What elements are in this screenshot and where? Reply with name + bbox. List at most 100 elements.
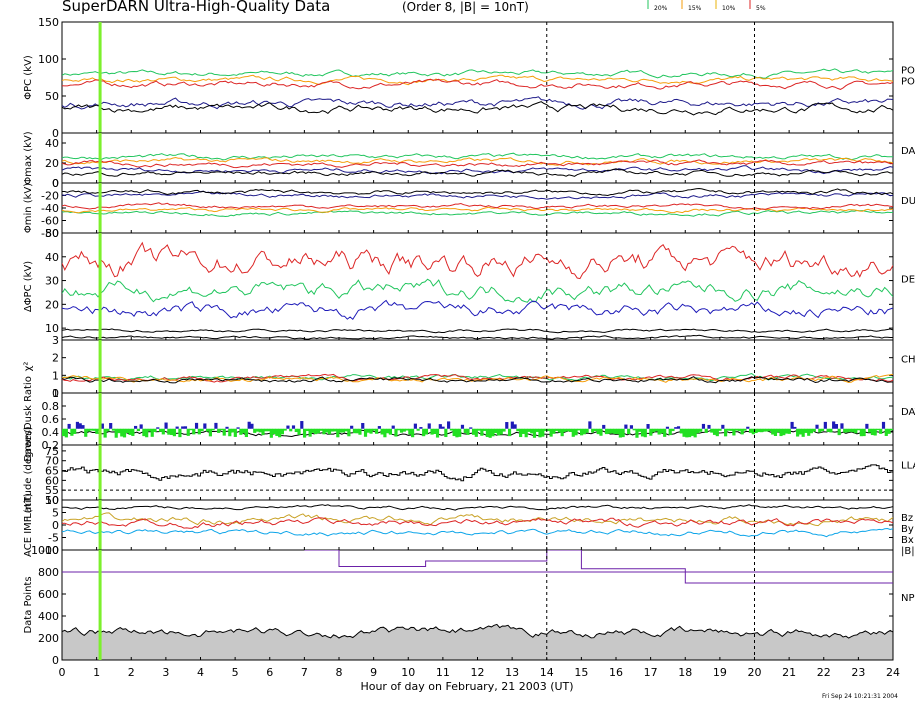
- ratio-bar: [696, 428, 700, 434]
- ratio-bar: [740, 428, 744, 435]
- ratio-bar: [114, 428, 118, 438]
- ratio-bar: [845, 428, 850, 433]
- x-tick-label: 21: [782, 666, 796, 679]
- ratio-bar: [599, 428, 603, 436]
- ratio-bar: [73, 428, 77, 434]
- ratio-bar: [383, 428, 387, 438]
- ratio-bar: [724, 428, 728, 437]
- x-axis: 0 1 2 3 4 5 6 7 8 9 10 11 12 13 14 15 16 17 18 19 20 21 22 23 24: [59, 666, 901, 679]
- x-tick-label: 23: [851, 666, 865, 679]
- ratio-bar: [779, 428, 783, 437]
- ratio-bar: [103, 428, 107, 438]
- ratio-bar: [676, 426, 681, 429]
- ratio-bar: [610, 428, 614, 434]
- ratio-bar: [818, 428, 822, 433]
- series-line: [62, 101, 893, 116]
- panel-frame: [61, 392, 894, 446]
- ratio-bar: [596, 428, 600, 435]
- series-line: [62, 278, 893, 303]
- ratio-bar: [64, 428, 68, 438]
- y-tick-label: 10: [45, 494, 59, 507]
- ratio-bar: [829, 428, 833, 433]
- ratio-bar: [879, 428, 883, 434]
- ratio-bar: [70, 428, 74, 436]
- ratio-bar: [203, 423, 207, 429]
- x-tick-label: 3: [162, 666, 169, 679]
- ratio-bar: [735, 428, 739, 431]
- y-tick-label: 0.8: [42, 400, 60, 413]
- ratio-bar: [856, 428, 861, 431]
- ratio-bar: [242, 428, 246, 434]
- ratio-bar: [588, 421, 592, 429]
- ratio-bar: [884, 428, 888, 436]
- y-axis-label: ACE IMF (nT): [23, 493, 34, 557]
- ratio-bar: [399, 428, 404, 433]
- ratio-bar: [449, 428, 453, 431]
- np-line: [304, 550, 893, 584]
- ratio-bar: [510, 421, 514, 429]
- ratio-bar: [757, 428, 761, 433]
- y-tick-label: 800: [38, 566, 59, 579]
- figure-subtitle: (Order 8, |B| = 10nT): [402, 0, 529, 14]
- side-label: DU: [901, 196, 915, 207]
- panel-frame: [61, 339, 894, 394]
- x-tick-label: 24: [886, 666, 900, 679]
- ratio-bar: [136, 428, 140, 432]
- y-axis-label: ΦPC (kV): [23, 55, 34, 100]
- side-label: CH: [901, 355, 915, 366]
- x-tick-label: 16: [609, 666, 623, 679]
- ratio-bar: [139, 424, 143, 429]
- y-tick-label: -20: [41, 190, 59, 203]
- x-tick-label: 9: [370, 666, 377, 679]
- ratio-bar: [258, 428, 262, 433]
- ratio-bar: [250, 423, 254, 429]
- ratio-bar: [86, 428, 91, 432]
- ratio-bar: [147, 428, 152, 432]
- ratio-bar: [402, 428, 406, 432]
- ratio-bar: [646, 424, 650, 429]
- ratio-bar: [563, 428, 567, 432]
- ratio-bar: [325, 428, 329, 433]
- ratio-bar: [405, 428, 409, 431]
- confidence-legend: 20% 15% 10% 5%: [647, 0, 766, 12]
- series-line: [62, 464, 893, 482]
- ratio-bar: [627, 428, 631, 435]
- ratio-bar: [266, 428, 271, 432]
- ratio-bar: [164, 422, 168, 429]
- ratio-bar: [491, 428, 495, 437]
- ratio-bar: [621, 428, 625, 438]
- side-label: Bz: [901, 513, 913, 524]
- ratio-bar: [718, 428, 722, 431]
- ratio-bar: [549, 428, 553, 437]
- ratio-bar: [361, 423, 365, 429]
- ratio-bar: [170, 428, 174, 435]
- y-tick-label: 20: [45, 157, 59, 170]
- y-tick-label: 0: [52, 654, 59, 667]
- ratio-bar: [488, 428, 492, 438]
- series-line: [62, 96, 893, 110]
- x-tick-label: 5: [232, 666, 239, 679]
- ratio-bar: [89, 428, 93, 431]
- ratio-bar: [832, 421, 836, 429]
- y-tick-label: 0.2: [42, 439, 60, 452]
- ratio-bar: [699, 428, 703, 432]
- y-tick-label: 30: [45, 275, 59, 288]
- ratio-bar: [347, 428, 351, 437]
- ratio-bar: [765, 428, 769, 432]
- ratio-bar: [283, 428, 287, 431]
- ratio-bar: [798, 428, 802, 435]
- ratio-bar: [134, 425, 138, 429]
- ratio-bar: [793, 426, 797, 429]
- ratio-bar: [796, 428, 800, 437]
- ratio-bar: [192, 428, 196, 435]
- ratio-bar: [840, 423, 844, 429]
- ratio-bar: [253, 428, 257, 433]
- ratio-bar: [746, 426, 750, 429]
- ratio-bar: [502, 428, 506, 432]
- ratio-bar: [732, 428, 736, 436]
- ratio-bar: [122, 428, 127, 438]
- y-tick-label: 0: [52, 387, 59, 400]
- y-tick-label: 70: [45, 455, 59, 468]
